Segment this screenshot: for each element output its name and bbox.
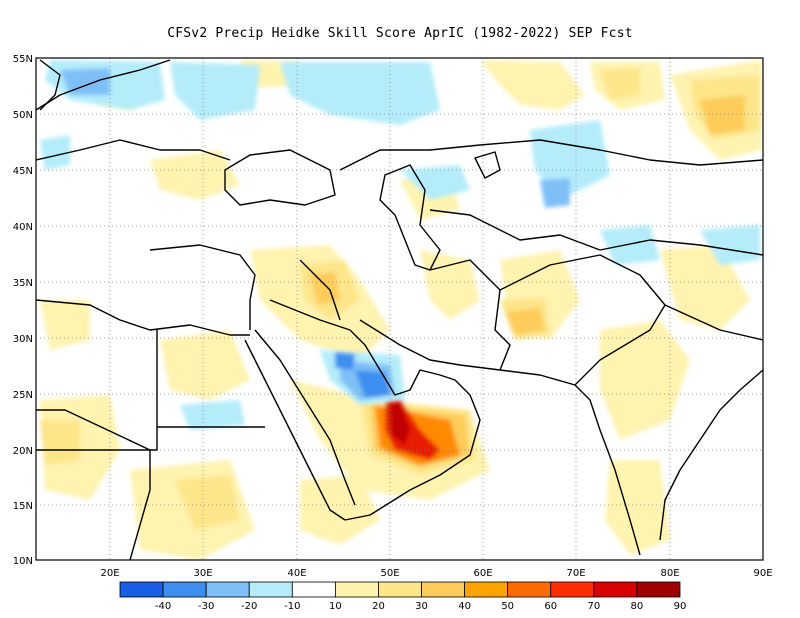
lat-label: 10N <box>13 556 33 567</box>
lon-label: 40E <box>287 568 306 579</box>
colorbar-label: 40 <box>458 601 471 612</box>
colorbar-label: -20 <box>241 601 257 612</box>
negative-skill-areas <box>40 60 760 430</box>
lat-label: 20N <box>13 446 33 457</box>
colorbar-label: 30 <box>415 601 428 612</box>
colorbar-label: 20 <box>372 601 385 612</box>
lat-label: 50N <box>13 110 33 121</box>
lon-label: 90E <box>753 568 772 579</box>
colorbar-labels: -40 -30 -20 -10 10 20 30 40 50 60 70 80 90 <box>155 601 686 612</box>
colorbar-swatch <box>162 581 207 598</box>
colorbar-swatch <box>334 581 379 598</box>
colorbar-label: -10 <box>284 601 300 612</box>
lat-label: 25N <box>13 390 33 401</box>
lon-label: 60E <box>473 568 492 579</box>
longitude-labels: 20E 30E 40E 50E 60E 70E 80E 90E <box>100 568 772 579</box>
lat-label: 15N <box>13 501 33 512</box>
lon-label: 70E <box>566 568 585 579</box>
lon-label: 20E <box>100 568 119 579</box>
colorbar-swatch <box>205 581 250 598</box>
latitude-labels: 55N 50N 45N 40N 35N 30N 25N 20N 15N 10N <box>13 54 33 567</box>
colorbar-swatch <box>248 581 293 598</box>
colorbar-label: 10 <box>329 601 342 612</box>
lat-label: 55N <box>13 54 33 65</box>
colorbar-swatch <box>464 581 509 598</box>
lat-label: 40N <box>13 222 33 233</box>
colorbar-swatch <box>291 581 336 598</box>
colorbar-swatch <box>119 581 164 598</box>
lat-label: 45N <box>13 166 33 177</box>
lon-label: 50E <box>380 568 399 579</box>
colorbar-label: 50 <box>501 601 514 612</box>
map-frame <box>35 57 764 561</box>
colorbar <box>119 581 681 598</box>
chart-title: CFSv2 Precip Heidke Skill Score AprIC (1… <box>167 26 633 41</box>
coastlines-and-borders <box>36 59 763 560</box>
lat-label: 30N <box>13 334 33 345</box>
colorbar-swatch <box>550 581 595 598</box>
colorbar-label: -40 <box>155 601 171 612</box>
colorbar-label: -30 <box>198 601 214 612</box>
colorbar-label: 70 <box>587 601 600 612</box>
positive-skill-areas <box>40 60 762 560</box>
colorbar-swatch <box>507 581 552 598</box>
colorbar-swatch <box>636 581 681 598</box>
precip-skill-field <box>36 58 763 560</box>
lon-label: 30E <box>193 568 212 579</box>
colorbar-label: 60 <box>544 601 557 612</box>
colorbar-label: 90 <box>674 601 687 612</box>
lon-label: 80E <box>660 568 679 579</box>
colorbar-swatch <box>378 581 422 598</box>
colorbar-swatch <box>421 581 466 598</box>
lat-label: 35N <box>13 278 33 289</box>
colorbar-swatch <box>593 581 638 598</box>
colorbar-label: 80 <box>631 601 644 612</box>
